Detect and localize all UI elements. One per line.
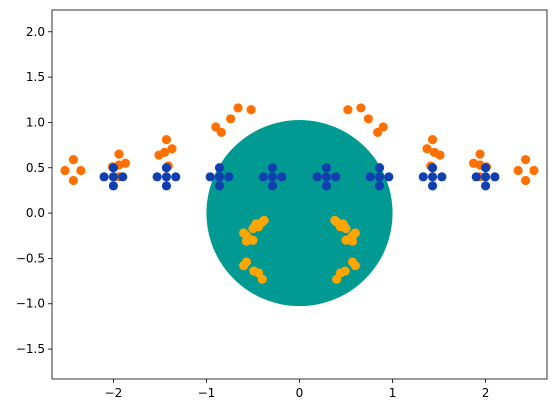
point-s2-19 (267, 172, 278, 182)
point-s2-36 (480, 181, 491, 191)
series-2 (99, 163, 500, 191)
point-s2-34 (427, 172, 438, 182)
point-s0-18 (246, 105, 256, 115)
y-tick-label-2: −0.5 (16, 251, 45, 265)
point-s1-14 (259, 215, 269, 225)
point-s0-34 (513, 165, 523, 176)
y-tick-label-7: 2.0 (26, 25, 45, 39)
point-s0-8 (120, 158, 131, 168)
point-s2-10 (214, 163, 225, 173)
point-s0-23 (378, 122, 388, 132)
axes: −2 −1 0 1 2 −1.5 −1.0 −0.5 0.0 0.5 1.0 1.5 2.0 (16, 9, 548, 400)
point-s2-17 (258, 172, 268, 182)
point-s2-9 (161, 172, 172, 182)
point-s0-16 (226, 114, 236, 124)
point-s1-24 (350, 228, 360, 238)
point-s2-29 (374, 172, 385, 182)
point-s1-4 (257, 274, 267, 284)
point-s2-20 (321, 163, 332, 173)
point-s2-4 (108, 172, 119, 182)
y-tick-label-4: 0.5 (26, 161, 45, 175)
point-s2-23 (331, 172, 341, 182)
point-s2-12 (205, 172, 215, 182)
point-s1-9 (248, 235, 258, 245)
x-tick-label-0: −2 (105, 386, 123, 400)
point-s2-27 (365, 172, 375, 182)
point-s2-16 (267, 181, 278, 191)
point-s0-13 (167, 144, 177, 154)
point-s0-17 (233, 103, 243, 113)
point-s2-8 (171, 172, 181, 182)
point-s0-1 (68, 154, 79, 165)
point-s2-0 (108, 163, 119, 173)
point-s0-0 (60, 165, 70, 176)
point-s2-21 (321, 181, 332, 191)
x-tick-label-2: 0 (296, 386, 304, 400)
point-s2-26 (374, 181, 385, 191)
y-tick-label-5: 1.0 (26, 115, 45, 129)
x-tick-label-3: 1 (389, 386, 397, 400)
point-s0-37 (529, 165, 539, 176)
point-s2-24 (321, 172, 332, 182)
point-s2-33 (437, 172, 447, 182)
x-tick-label-4: 2 (482, 386, 490, 400)
point-s2-14 (214, 172, 225, 182)
point-s0-24 (422, 144, 432, 154)
point-s0-36 (520, 154, 531, 165)
point-s0-11 (161, 135, 172, 145)
point-s1-1 (241, 257, 252, 267)
point-s0-10 (159, 147, 170, 157)
series-1 (239, 215, 360, 284)
point-s2-38 (490, 172, 500, 182)
point-s0-35 (520, 175, 531, 186)
point-s0-2 (68, 175, 79, 186)
y-tick-label-3: 0.0 (26, 206, 45, 220)
plot-marks (60, 103, 539, 307)
point-s1-19 (350, 261, 360, 271)
point-s2-32 (418, 172, 428, 182)
point-s2-2 (99, 172, 109, 182)
point-s0-32 (475, 149, 485, 159)
y-tick-label-0: −1.5 (16, 342, 45, 356)
point-s2-35 (480, 163, 491, 173)
point-s2-25 (374, 163, 385, 173)
plot-area (60, 103, 539, 307)
point-s0-28 (435, 150, 445, 160)
point-s2-37 (471, 172, 481, 182)
point-s2-15 (267, 163, 278, 173)
x-tick-label-1: −1 (198, 386, 216, 400)
point-s0-21 (363, 114, 373, 124)
point-s0-5 (114, 149, 124, 159)
point-s2-39 (480, 172, 491, 182)
y-tick-label-1: −1.0 (16, 297, 45, 311)
point-s2-11 (214, 181, 225, 191)
point-s2-30 (427, 163, 438, 173)
point-s2-3 (118, 172, 128, 182)
point-s2-7 (152, 172, 162, 182)
point-s2-22 (312, 172, 322, 182)
point-s1-29 (341, 223, 351, 234)
y-tick-label-6: 1.5 (26, 70, 45, 84)
point-s2-13 (224, 172, 234, 182)
point-s1-23 (347, 236, 358, 246)
point-s2-5 (161, 163, 172, 173)
point-s2-1 (108, 181, 119, 191)
point-s0-3 (76, 165, 86, 176)
teal-circle (206, 120, 393, 307)
point-s0-19 (343, 105, 353, 115)
point-s0-15 (216, 127, 226, 137)
point-s2-28 (384, 172, 394, 182)
point-s2-31 (427, 181, 438, 191)
point-s0-26 (427, 135, 438, 145)
point-s1-17 (340, 266, 350, 276)
point-s2-6 (161, 181, 172, 191)
point-s0-20 (356, 103, 366, 113)
point-s2-18 (277, 172, 287, 182)
